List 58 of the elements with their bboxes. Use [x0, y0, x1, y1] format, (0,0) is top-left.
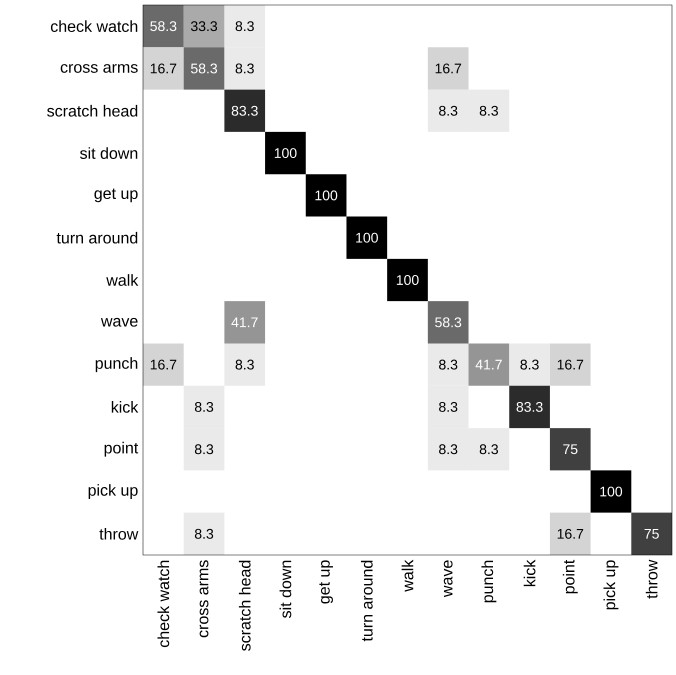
- data-label: 83.3: [232, 106, 258, 116]
- data-label: 8.3: [236, 64, 254, 74]
- data-label: 83.3: [516, 402, 543, 412]
- x-tick-label: scratch head: [238, 560, 251, 651]
- data-label: 8.3: [439, 106, 458, 116]
- x-tick-label: throw: [646, 560, 658, 599]
- y-tick-label: punch: [96, 357, 138, 372]
- data-label: 100: [316, 190, 338, 200]
- data-label: 16.7: [436, 64, 462, 74]
- x-tick-label: cross arms: [200, 560, 208, 638]
- y-tick-label: point: [104, 442, 138, 457]
- data-label: 58.3: [150, 21, 176, 32]
- y-tick-label: throw: [99, 528, 138, 540]
- data-label: 8.3: [194, 402, 214, 412]
- data-label: 100: [600, 486, 622, 496]
- data-label: 16.7: [558, 360, 584, 370]
- y-tick-label: turn around: [56, 232, 138, 244]
- x-tick-label: walk: [402, 560, 414, 592]
- x-tick-label: sit down: [280, 560, 292, 618]
- y-tick-label: pick up: [88, 484, 138, 499]
- x-tick-label: kick: [524, 560, 536, 586]
- data-label: 8.3: [439, 402, 458, 412]
- data-label: 100: [396, 275, 419, 285]
- data-label: 8.3: [236, 360, 254, 370]
- data-label: 100: [274, 148, 297, 158]
- x-tick-label: punch: [481, 560, 496, 602]
- y-tick-label: scratch head: [47, 104, 138, 117]
- y-tick-label: walk: [106, 274, 138, 286]
- data-label: 75: [644, 528, 659, 539]
- x-tick-label: turn around: [360, 560, 373, 642]
- data-label: 58.3: [190, 64, 218, 74]
- data-label: 8.3: [194, 528, 214, 539]
- x-tick-label: pick up: [604, 560, 618, 610]
- x-tick-label: get up: [319, 560, 333, 604]
- data-label: 100: [356, 232, 378, 243]
- y-tick-label: cross arms: [60, 64, 138, 73]
- data-label: 16.7: [558, 528, 584, 539]
- y-tick-label: sit down: [80, 147, 138, 159]
- data-label: 8.3: [520, 360, 539, 370]
- data-label: 8.3: [236, 21, 254, 32]
- data-label: 8.3: [194, 444, 214, 454]
- data-label: 58.3: [435, 317, 462, 328]
- y-tick-label: get up: [94, 188, 138, 202]
- y-tick-label: kick: [112, 401, 138, 413]
- data-label: 16.7: [150, 64, 176, 74]
- data-label: 75: [563, 444, 578, 454]
- x-tick-label: point: [562, 560, 578, 594]
- data-label: 8.3: [439, 360, 458, 370]
- data-label: 8.3: [480, 444, 498, 454]
- data-label: 16.7: [150, 360, 176, 370]
- x-tick-label: wave: [444, 560, 453, 598]
- data-label: 33.3: [190, 21, 218, 32]
- y-tick-label: wave: [100, 318, 138, 327]
- data-label: 8.3: [480, 106, 498, 116]
- data-label: 41.7: [231, 318, 258, 328]
- data-label: 41.7: [476, 360, 502, 370]
- data-label: 8.3: [439, 444, 458, 454]
- y-tick-label: check watch: [50, 20, 138, 32]
